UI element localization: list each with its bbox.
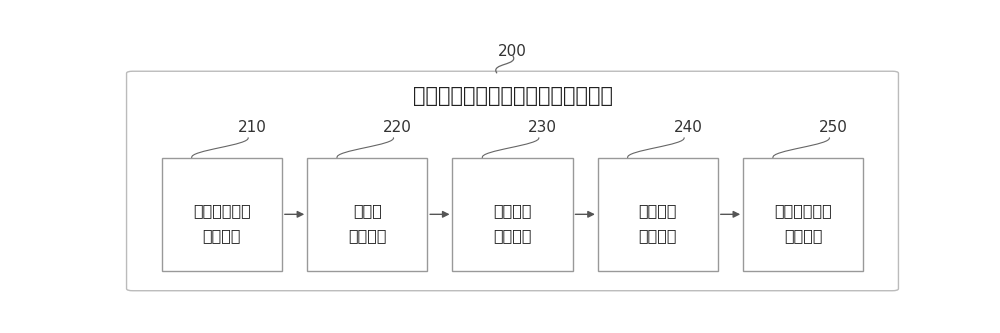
Text: 立体阵列最终
构建单元: 立体阵列最终 构建单元: [774, 203, 832, 243]
Text: 200: 200: [498, 44, 527, 59]
Text: 相位差
计算单元: 相位差 计算单元: [348, 203, 386, 243]
Text: 220: 220: [383, 120, 412, 135]
Text: 一种构建四阵元立体测向阵列的装置: 一种构建四阵元立体测向阵列的装置: [413, 86, 612, 106]
Text: 立体阵列初步
构建单元: 立体阵列初步 构建单元: [193, 203, 251, 243]
FancyBboxPatch shape: [307, 158, 427, 271]
FancyBboxPatch shape: [162, 158, 282, 271]
FancyBboxPatch shape: [598, 158, 718, 271]
Text: 测向模型
构建单元: 测向模型 构建单元: [493, 203, 532, 243]
FancyBboxPatch shape: [452, 158, 573, 271]
Text: 230: 230: [528, 120, 557, 135]
Text: 250: 250: [819, 120, 848, 135]
Text: 测向误差
计算单元: 测向误差 计算单元: [639, 203, 677, 243]
FancyBboxPatch shape: [127, 71, 898, 291]
Text: 240: 240: [673, 120, 702, 135]
FancyBboxPatch shape: [743, 158, 863, 271]
Text: 210: 210: [237, 120, 266, 135]
